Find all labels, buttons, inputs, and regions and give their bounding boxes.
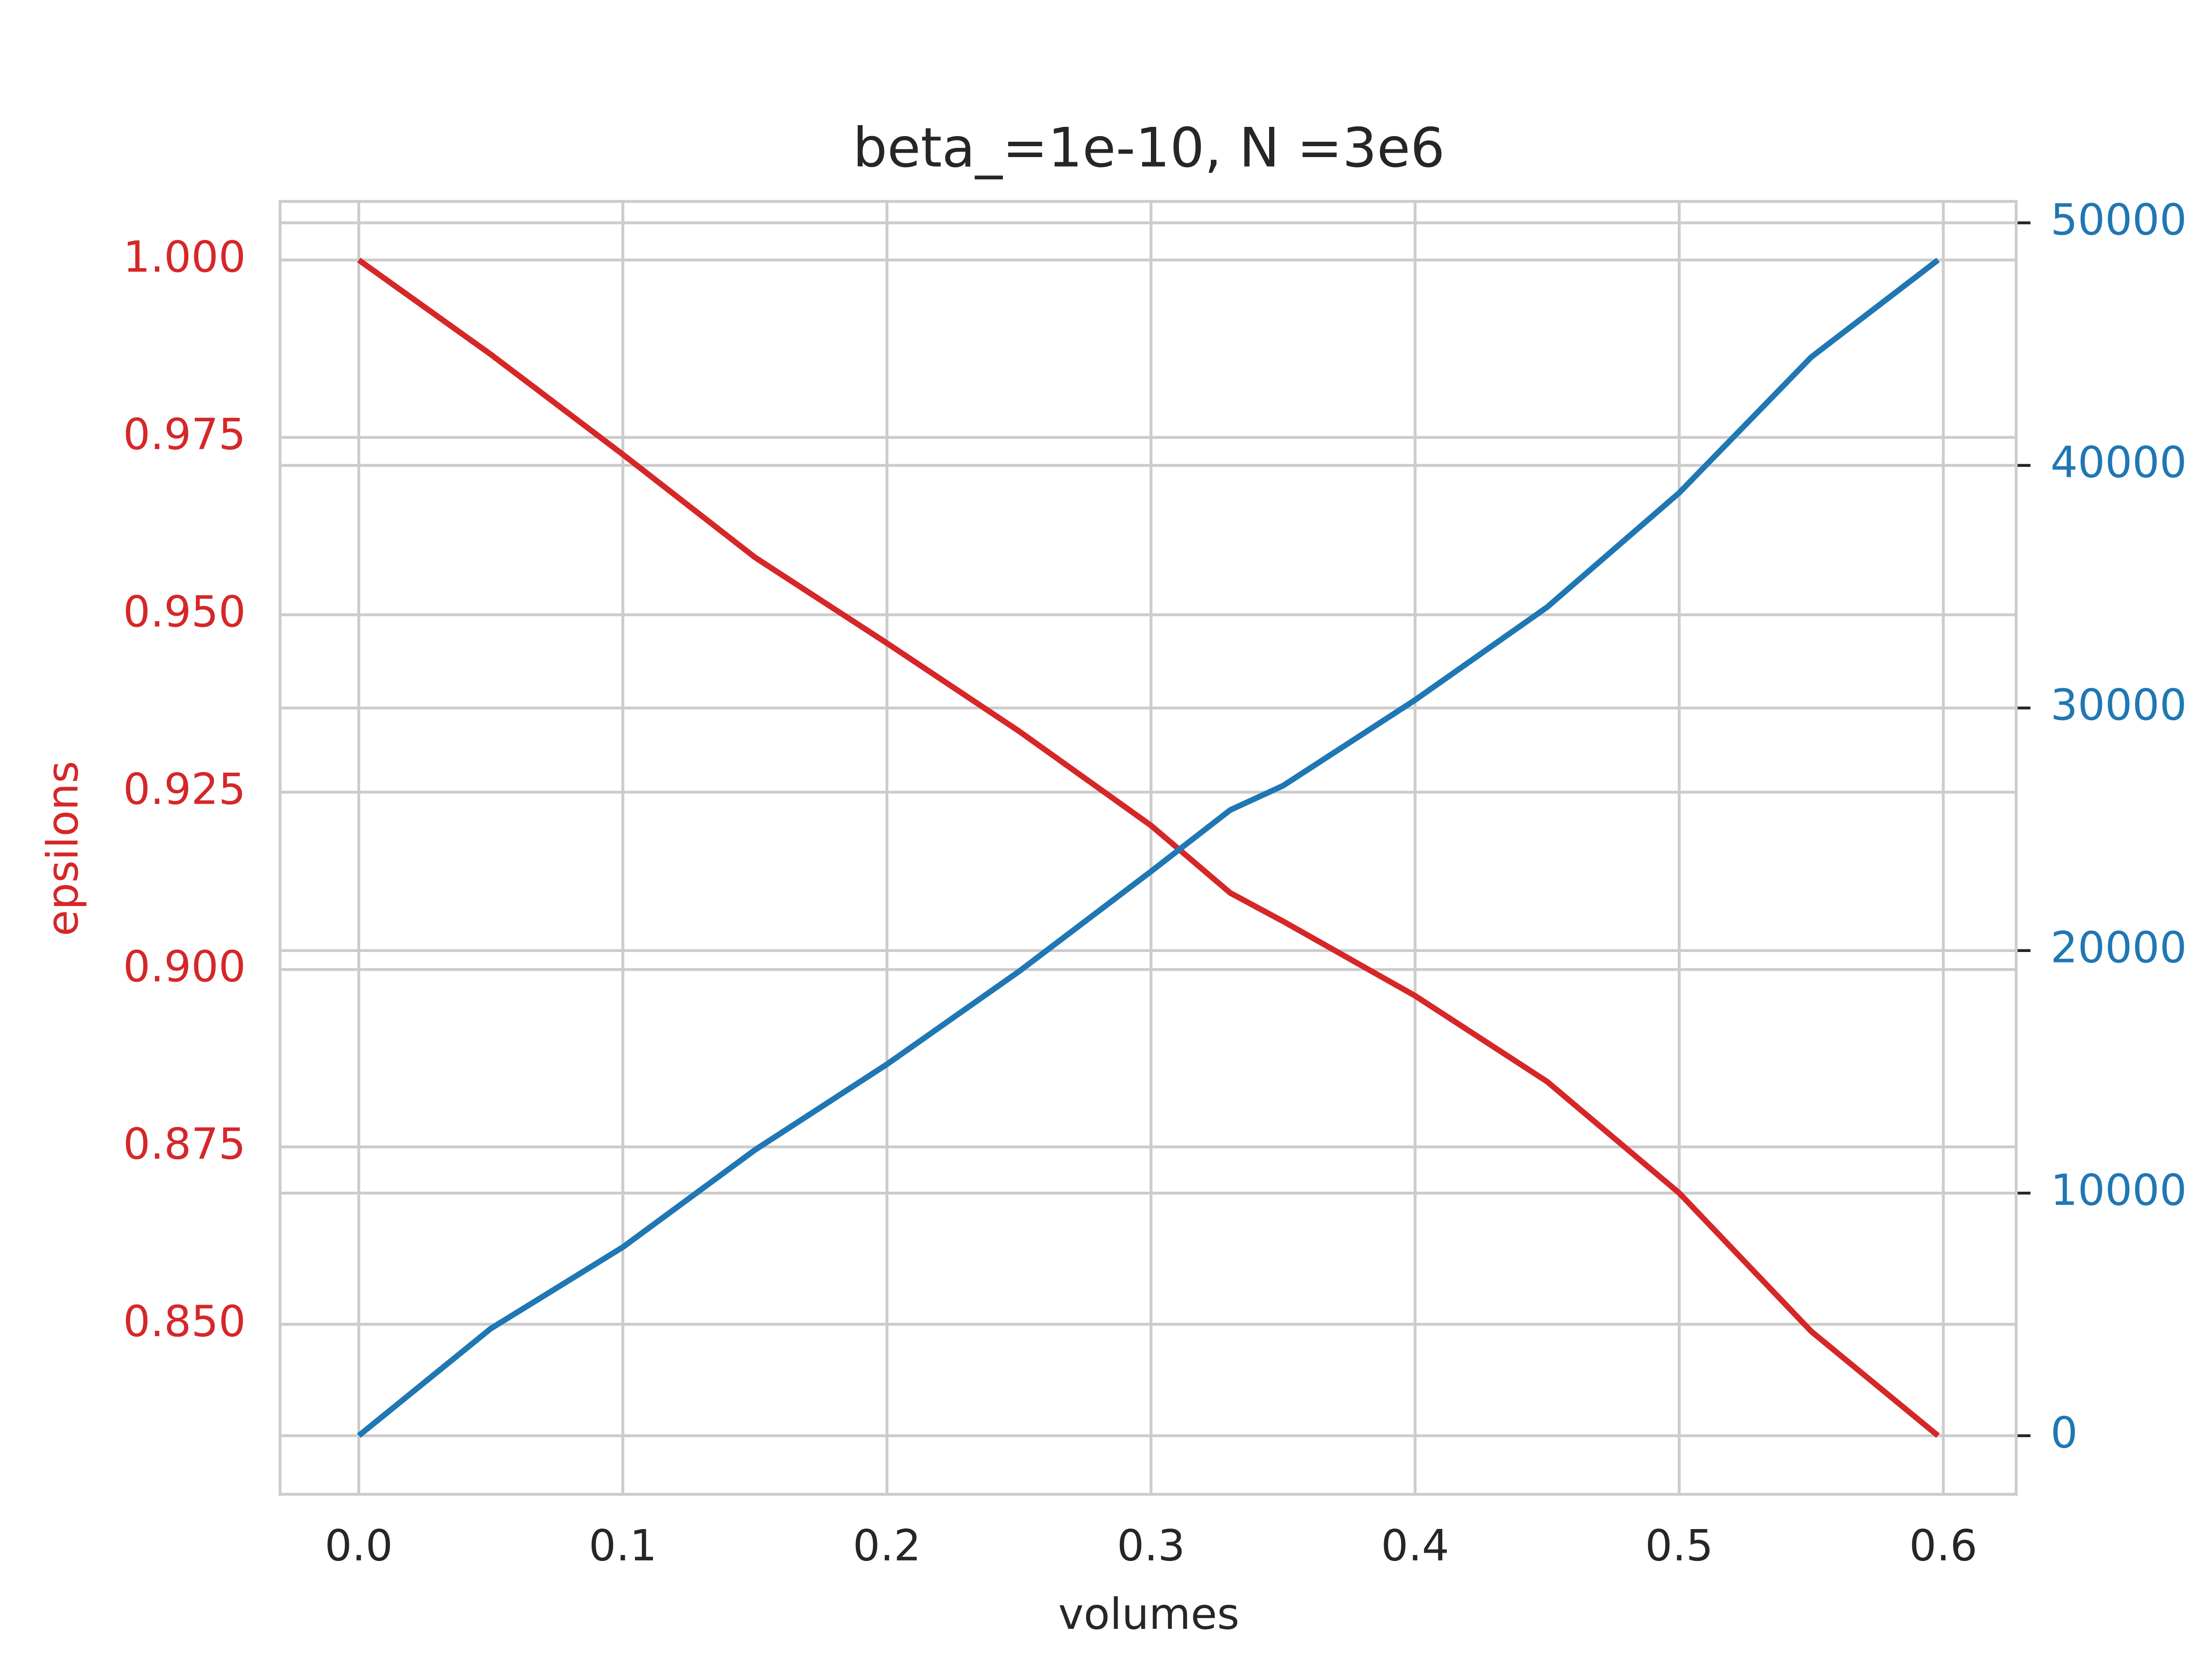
y-tick-label: 0.950 [123, 587, 245, 637]
y-tick-label: 0.875 [123, 1119, 245, 1169]
x-tick-label: 0.3 [1117, 1521, 1185, 1571]
y-tick-label: 1.000 [123, 232, 245, 282]
x-tick-label: 0.5 [1645, 1521, 1713, 1571]
chart-title: beta_=1e-10, N =3e6 [853, 116, 1445, 179]
y-tick-label: 0.975 [123, 410, 245, 460]
y2-tick-label: 10000 [2051, 1166, 2187, 1215]
x-tick-label: 0.0 [325, 1521, 393, 1571]
y-tick-label: 0.925 [123, 765, 245, 815]
x-tick-label: 0.4 [1381, 1521, 1449, 1571]
data-line [357, 258, 1940, 1438]
y2-tick-label: 30000 [2051, 680, 2187, 730]
y-tick-label: 0.900 [123, 942, 245, 992]
x-axis-label: volumes [1058, 1589, 1239, 1639]
data-line [357, 258, 1940, 1438]
y2-tick-label: 0 [2051, 1408, 2078, 1458]
x-tick-label: 0.2 [853, 1521, 921, 1571]
y-axis-label: epsilons [38, 761, 88, 936]
y2-tick-label: 40000 [2051, 438, 2187, 488]
y2-tick-label: 50000 [2051, 195, 2187, 245]
y-tick-label: 0.850 [123, 1297, 245, 1347]
y2-tick-label: 20000 [2051, 923, 2187, 973]
x-tick-label: 0.6 [1909, 1521, 1978, 1571]
x-tick-label: 0.1 [589, 1521, 657, 1571]
plot-frame [278, 200, 2018, 1496]
